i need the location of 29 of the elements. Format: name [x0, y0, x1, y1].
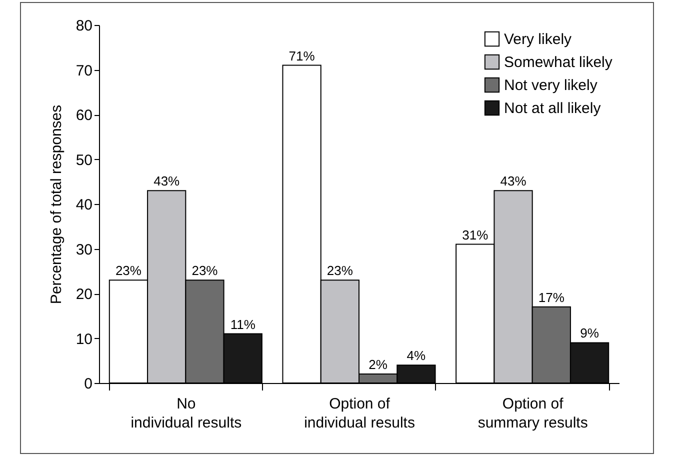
y-tick-label: 80 — [76, 18, 92, 34]
data-label: 43% — [500, 174, 527, 189]
data-label: 71% — [288, 48, 316, 64]
data-label: 4% — [406, 348, 426, 364]
y-tick-label: 20 — [76, 286, 92, 303]
data-label: 23% — [326, 263, 354, 278]
data-label: 43% — [154, 174, 180, 189]
data-label: 17% — [538, 290, 565, 305]
y-tick-label: 50 — [76, 152, 92, 169]
data-label: 23% — [115, 263, 142, 278]
legend-label: Somewhat likely — [504, 54, 613, 71]
x-tick-label: No individual results — [130, 396, 242, 432]
data-label: 9% — [580, 326, 600, 341]
data-label: 31% — [462, 227, 489, 242]
y-axis-title: Percentage of total responses — [48, 104, 65, 304]
data-label: 23% — [192, 263, 218, 278]
y-tick-label: 60 — [76, 107, 92, 124]
y-tick-label: 0 — [84, 376, 92, 392]
legend-label: Not at all likely — [504, 100, 602, 117]
x-tick-label: Option of summary results — [478, 396, 588, 432]
data-label: 2% — [368, 357, 388, 372]
data-label: 11% — [230, 316, 256, 332]
legend-label: Very likely — [504, 31, 572, 48]
y-tick-label: 30 — [76, 241, 92, 258]
y-tick-label: 10 — [76, 330, 92, 348]
x-tick-label: Option of individual results — [304, 396, 415, 432]
y-tick-label: 40 — [76, 196, 92, 214]
legend-label: Not very likely — [504, 77, 598, 94]
y-tick-label: 70 — [76, 62, 92, 80]
